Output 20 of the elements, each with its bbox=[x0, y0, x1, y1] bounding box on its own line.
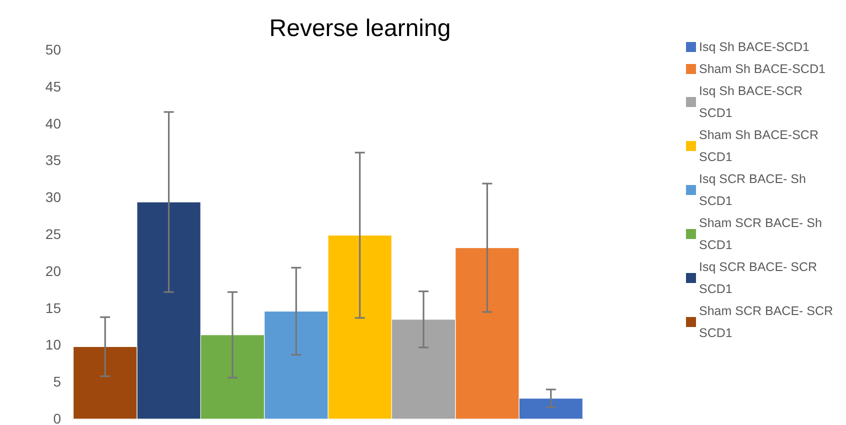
y-tick-label: 35 bbox=[45, 152, 62, 168]
y-tick-label: 5 bbox=[53, 374, 62, 390]
y-tick-label: 20 bbox=[45, 262, 62, 279]
legend-label: Sham SCR BACE- Sh SCD1 bbox=[699, 216, 822, 252]
y-tick-label: 40 bbox=[45, 115, 62, 132]
legend-label: Sham Sh BACE-SCR SCD1 bbox=[699, 128, 818, 164]
legend-label: Isq Sh BACE-SCR SCD1 bbox=[699, 84, 803, 120]
y-tick-label: 10 bbox=[45, 336, 62, 353]
chart-title: Reverse learning bbox=[269, 15, 451, 42]
legend-label: Isq Sh BACE-SCD1 bbox=[699, 40, 810, 54]
legend-label: Sham Sh BACE-SCD1 bbox=[699, 62, 826, 76]
y-tick-label: 0 bbox=[53, 410, 62, 425]
legend-label: Isq SCR BACE- SCR SCD1 bbox=[699, 260, 818, 296]
legend-label: Sham SCR BACE- SCR SCD1 bbox=[699, 304, 834, 340]
y-tick-label: 25 bbox=[45, 226, 62, 242]
legend-label: Isq SCR BACE- Sh SCD1 bbox=[699, 172, 806, 208]
y-tick-label: 50 bbox=[45, 41, 62, 58]
y-tick-label: 45 bbox=[45, 78, 62, 94]
y-tick-label: 30 bbox=[45, 189, 62, 206]
y-tick-label: 15 bbox=[45, 300, 62, 316]
